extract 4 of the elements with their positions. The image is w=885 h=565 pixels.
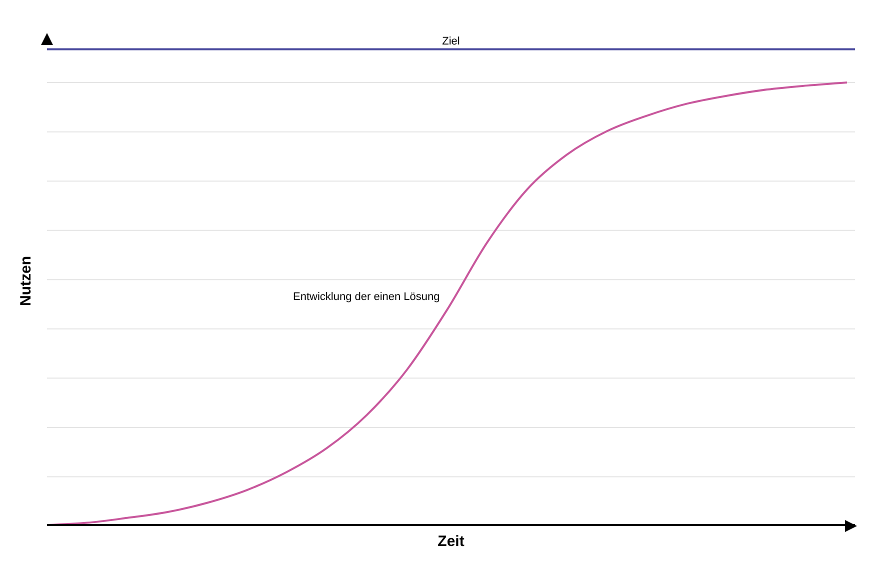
ref-line-label: Ziel: [442, 35, 460, 48]
series-label: Entwicklung der einen Lösung: [293, 291, 440, 303]
y-axis-title: Nutzen: [18, 256, 34, 306]
x-axis-title: Zeit: [436, 533, 466, 550]
